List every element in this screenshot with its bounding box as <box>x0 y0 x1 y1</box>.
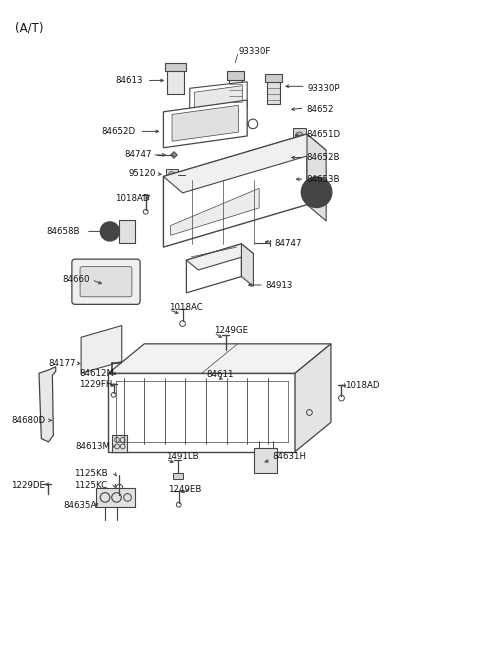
Polygon shape <box>163 134 307 247</box>
Polygon shape <box>190 82 247 115</box>
Text: 1229DE: 1229DE <box>11 481 45 490</box>
Text: 1229FH: 1229FH <box>79 380 113 389</box>
Polygon shape <box>293 153 313 160</box>
Text: 84747: 84747 <box>124 151 152 159</box>
Text: 84747: 84747 <box>275 238 302 248</box>
Polygon shape <box>289 147 318 166</box>
Text: 84658B: 84658B <box>46 227 80 236</box>
Text: 1125KC: 1125KC <box>74 481 107 490</box>
Text: 84613: 84613 <box>116 76 143 85</box>
Text: 1018AD: 1018AD <box>115 194 149 202</box>
Polygon shape <box>120 219 135 243</box>
Text: 84680D: 84680D <box>11 416 45 425</box>
Polygon shape <box>173 473 182 479</box>
Polygon shape <box>166 170 178 179</box>
Text: 95120: 95120 <box>129 170 156 178</box>
Text: 84631H: 84631H <box>273 453 307 461</box>
Polygon shape <box>170 188 259 235</box>
Text: 84652B: 84652B <box>306 153 339 162</box>
Text: 1249EB: 1249EB <box>168 485 202 494</box>
Text: 84611: 84611 <box>206 370 234 379</box>
Polygon shape <box>165 63 186 71</box>
Text: 1018AC: 1018AC <box>169 303 203 312</box>
Text: 1125KB: 1125KB <box>74 469 108 477</box>
Polygon shape <box>108 344 331 373</box>
Text: 84651D: 84651D <box>306 130 340 139</box>
Polygon shape <box>241 244 253 286</box>
Polygon shape <box>186 244 241 293</box>
Polygon shape <box>172 105 239 141</box>
Polygon shape <box>194 86 242 111</box>
Polygon shape <box>265 74 282 82</box>
Text: 84635A: 84635A <box>64 501 97 510</box>
Text: 93330F: 93330F <box>239 47 271 56</box>
Polygon shape <box>108 373 295 452</box>
Text: 84660: 84660 <box>62 275 89 284</box>
Polygon shape <box>186 244 253 270</box>
Polygon shape <box>163 100 247 148</box>
Text: 93330P: 93330P <box>307 84 339 93</box>
Polygon shape <box>227 71 244 81</box>
Text: 1249GE: 1249GE <box>214 326 248 335</box>
Circle shape <box>100 222 120 241</box>
Polygon shape <box>254 448 277 473</box>
FancyBboxPatch shape <box>72 259 140 305</box>
Text: 1491LB: 1491LB <box>166 453 198 461</box>
Text: 84613M: 84613M <box>75 442 110 451</box>
Text: 84652D: 84652D <box>101 127 135 136</box>
Text: (A/T): (A/T) <box>15 22 44 35</box>
Polygon shape <box>295 344 331 452</box>
Text: 84653B: 84653B <box>306 175 339 183</box>
Polygon shape <box>228 78 242 107</box>
Text: 84652: 84652 <box>306 105 334 115</box>
Polygon shape <box>293 128 306 144</box>
FancyBboxPatch shape <box>80 267 132 297</box>
Polygon shape <box>81 326 122 373</box>
Polygon shape <box>39 367 56 442</box>
Text: 84177: 84177 <box>48 359 76 368</box>
Text: 1018AD: 1018AD <box>345 381 380 390</box>
Polygon shape <box>167 68 184 94</box>
Text: 84612M: 84612M <box>79 369 114 378</box>
Polygon shape <box>267 79 280 104</box>
Polygon shape <box>112 436 127 452</box>
Polygon shape <box>170 152 177 159</box>
Text: 84913: 84913 <box>266 280 293 290</box>
Polygon shape <box>163 134 326 193</box>
Polygon shape <box>96 487 135 507</box>
Circle shape <box>301 177 332 208</box>
Polygon shape <box>307 134 326 221</box>
